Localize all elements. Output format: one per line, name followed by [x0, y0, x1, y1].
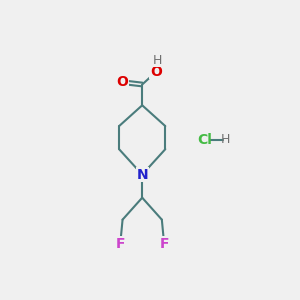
Text: H: H: [152, 54, 162, 67]
Text: F: F: [159, 237, 169, 251]
Text: N: N: [136, 168, 148, 182]
Text: F: F: [116, 237, 125, 251]
Text: O: O: [117, 75, 128, 89]
Text: O: O: [150, 65, 162, 79]
Text: H: H: [221, 134, 230, 146]
Text: Cl: Cl: [197, 133, 212, 147]
